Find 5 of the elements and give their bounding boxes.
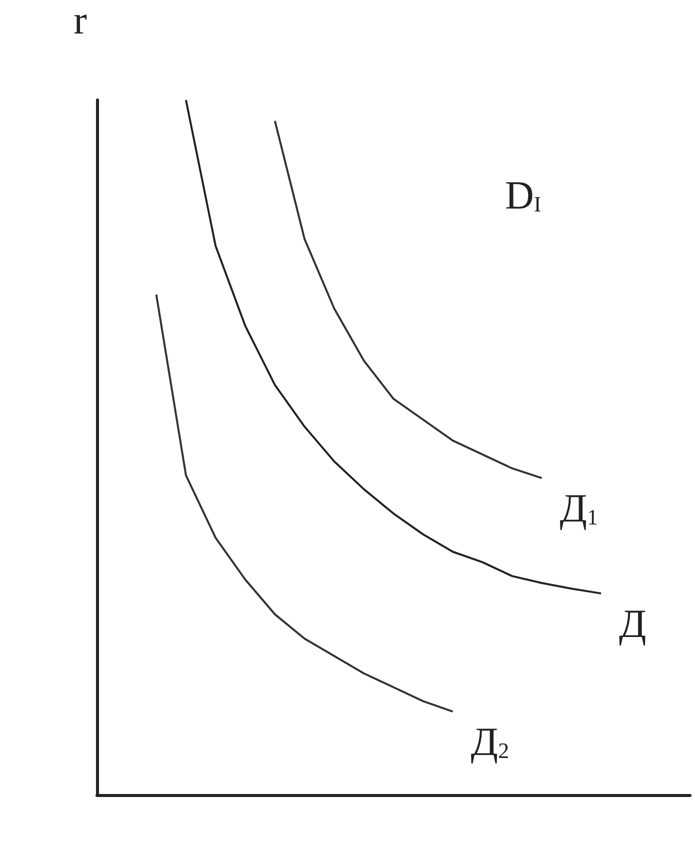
y-axis-title: r (74, 0, 87, 42)
series-label: Д1 (560, 486, 598, 531)
annotation: DI (505, 172, 542, 218)
series-label: Д2 (470, 719, 510, 764)
series-label: Д (619, 600, 646, 646)
